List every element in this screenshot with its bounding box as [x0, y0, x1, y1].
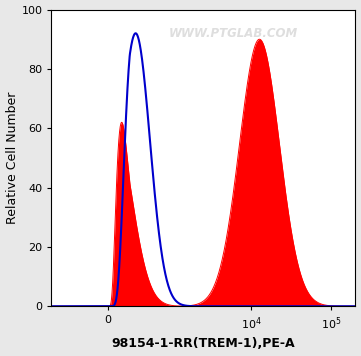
Text: WWW.PTGLAB.COM: WWW.PTGLAB.COM	[169, 27, 299, 40]
X-axis label: 98154-1-RR(TREM-1),PE-A: 98154-1-RR(TREM-1),PE-A	[112, 337, 295, 350]
Y-axis label: Relative Cell Number: Relative Cell Number	[5, 92, 18, 224]
